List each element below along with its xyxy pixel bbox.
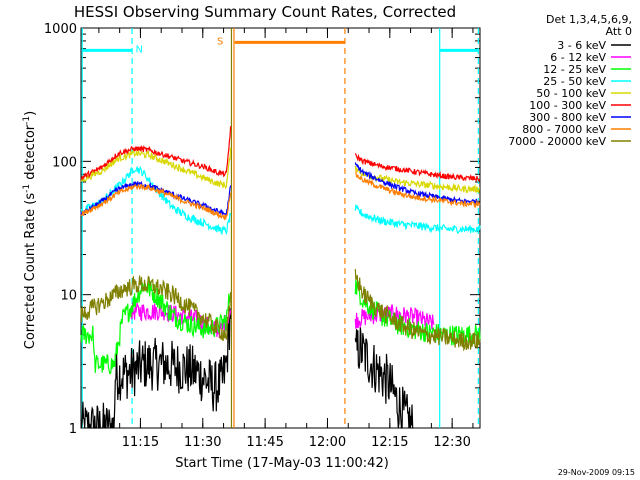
- state-bars: NS: [82, 36, 479, 55]
- footer-timestamp: 29-Nov-2009 09:15: [558, 468, 635, 477]
- x-tick-label: 12:15: [371, 435, 408, 450]
- y-tick-label: 1000: [44, 22, 77, 37]
- x-tick-label: 11:15: [122, 435, 159, 450]
- series-line: [80, 171, 481, 221]
- y-axis-label: Corrected Count Rate (s-1 detector-1): [22, 111, 38, 349]
- x-axis-label: Start Time (17-May-03 11:00:42): [175, 456, 389, 471]
- y-axis-label-part: -1: [22, 184, 32, 193]
- y-tick-label: 100: [52, 155, 77, 170]
- legend-label: 6 - 12 keV: [550, 51, 606, 64]
- series-group: [80, 126, 481, 429]
- y-axis-label-part: -1: [22, 116, 32, 125]
- state-bar-label: N: [135, 44, 142, 55]
- legend-label: 100 - 300 keV: [529, 99, 606, 112]
- series-line: [80, 126, 481, 183]
- y-axis-label-part: Corrected Count Rate (s: [23, 193, 38, 350]
- legend-label: 800 - 7000 keV: [522, 123, 606, 136]
- legend-label: 7000 - 20000 keV: [508, 135, 606, 148]
- state-bar-label: S: [217, 36, 223, 47]
- chart-title: HESSI Observing Summary Count Rates, Cor…: [74, 3, 456, 21]
- series-line: [80, 307, 414, 429]
- y-axis-label-part: detector: [23, 124, 38, 184]
- legend-label: 300 - 800 keV: [529, 111, 606, 124]
- legend-header: Att 0: [606, 25, 632, 38]
- y-axis-label-part: ): [23, 111, 38, 116]
- legend-header: Det 1,3,4,5,6,9,: [546, 13, 632, 26]
- y-tick-label: 10: [60, 289, 77, 304]
- legend-label: 50 - 100 keV: [536, 87, 606, 100]
- plot-axes: 1 10 100 1000 11:15 11:30 11:45 12:00 12:15 12:30: [44, 22, 481, 450]
- x-tick-label: 12:00: [309, 435, 346, 450]
- x-tick-label: 12:30: [433, 435, 470, 450]
- x-tick-label: 11:45: [246, 435, 283, 450]
- legend-label: 12 - 25 keV: [543, 63, 606, 76]
- x-tick-label: 11:30: [184, 435, 221, 450]
- y-tick-label: 1: [69, 422, 77, 437]
- series-line: [80, 269, 481, 352]
- legend-label: 3 - 6 keV: [557, 39, 606, 52]
- legend-label: 25 - 50 keV: [543, 75, 606, 88]
